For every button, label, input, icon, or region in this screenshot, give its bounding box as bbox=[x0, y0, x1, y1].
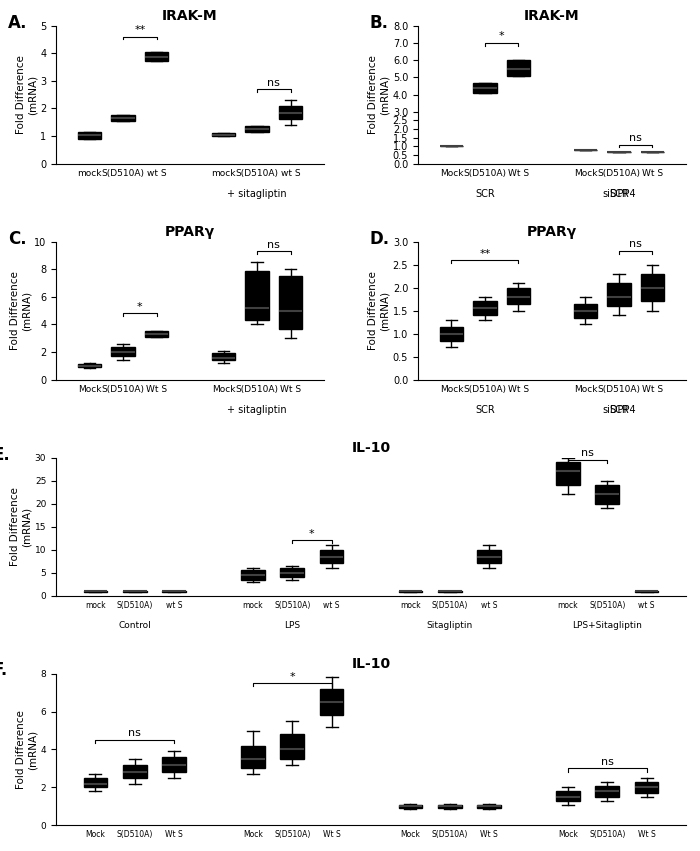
Text: LPS+Sitagliptin: LPS+Sitagliptin bbox=[573, 620, 642, 630]
Text: siDPP4: siDPP4 bbox=[602, 189, 636, 198]
PathPatch shape bbox=[507, 60, 530, 76]
PathPatch shape bbox=[440, 327, 463, 340]
Text: ns: ns bbox=[601, 757, 614, 767]
PathPatch shape bbox=[111, 116, 134, 121]
PathPatch shape bbox=[162, 757, 186, 773]
Y-axis label: Fold Difference
(mRNA): Fold Difference (mRNA) bbox=[368, 55, 390, 134]
Y-axis label: Fold Difference
(mRNA): Fold Difference (mRNA) bbox=[10, 487, 32, 566]
PathPatch shape bbox=[556, 462, 580, 485]
Text: ns: ns bbox=[629, 239, 642, 249]
PathPatch shape bbox=[83, 778, 107, 787]
Title: IRAK-M: IRAK-M bbox=[162, 9, 218, 23]
PathPatch shape bbox=[145, 52, 168, 61]
PathPatch shape bbox=[245, 271, 269, 320]
Y-axis label: Fold Difference
(mRNA): Fold Difference (mRNA) bbox=[15, 55, 37, 134]
PathPatch shape bbox=[145, 331, 168, 337]
Text: Control: Control bbox=[118, 620, 151, 630]
Text: ns: ns bbox=[267, 77, 280, 88]
PathPatch shape bbox=[556, 791, 580, 801]
Text: SCR: SCR bbox=[475, 404, 495, 414]
Y-axis label: Fold Difference
(mRNA): Fold Difference (mRNA) bbox=[368, 271, 390, 350]
Text: *: * bbox=[499, 31, 505, 42]
PathPatch shape bbox=[477, 804, 501, 808]
PathPatch shape bbox=[78, 132, 102, 139]
Y-axis label: Fold Difference
(mRNA): Fold Difference (mRNA) bbox=[16, 710, 38, 789]
Text: LPS: LPS bbox=[284, 620, 300, 630]
PathPatch shape bbox=[281, 568, 304, 577]
PathPatch shape bbox=[245, 126, 269, 132]
Text: F.: F. bbox=[0, 661, 8, 679]
Text: *: * bbox=[289, 671, 295, 682]
Title: PPARγ: PPARγ bbox=[527, 225, 577, 239]
PathPatch shape bbox=[281, 734, 304, 759]
Y-axis label: Fold Difference
(mRNA): Fold Difference (mRNA) bbox=[10, 271, 32, 350]
PathPatch shape bbox=[507, 288, 530, 304]
Text: *: * bbox=[137, 302, 143, 312]
Text: C.: C. bbox=[8, 231, 27, 248]
PathPatch shape bbox=[123, 765, 146, 778]
Text: A.: A. bbox=[8, 14, 27, 32]
PathPatch shape bbox=[241, 570, 265, 580]
Title: PPARγ: PPARγ bbox=[165, 225, 215, 239]
PathPatch shape bbox=[574, 304, 597, 317]
Text: ns: ns bbox=[267, 240, 280, 250]
PathPatch shape bbox=[279, 106, 302, 119]
PathPatch shape bbox=[111, 346, 134, 357]
Text: + sitagliptin: + sitagliptin bbox=[228, 189, 287, 198]
Text: **: ** bbox=[134, 26, 146, 35]
Title: IRAK-M: IRAK-M bbox=[524, 9, 580, 23]
Text: Sitagliptin: Sitagliptin bbox=[426, 620, 473, 630]
Title: IL-10: IL-10 bbox=[351, 657, 391, 671]
Text: D.: D. bbox=[370, 231, 390, 248]
PathPatch shape bbox=[473, 301, 497, 315]
Text: SCR: SCR bbox=[609, 189, 629, 198]
Text: SCR: SCR bbox=[609, 404, 629, 414]
Text: *: * bbox=[309, 529, 315, 539]
Text: B.: B. bbox=[370, 14, 389, 32]
PathPatch shape bbox=[473, 83, 497, 93]
PathPatch shape bbox=[635, 782, 659, 793]
Text: SCR: SCR bbox=[475, 189, 495, 198]
Text: ns: ns bbox=[128, 728, 141, 739]
PathPatch shape bbox=[438, 804, 461, 808]
PathPatch shape bbox=[477, 550, 501, 563]
PathPatch shape bbox=[596, 485, 619, 504]
PathPatch shape bbox=[212, 134, 235, 136]
PathPatch shape bbox=[640, 274, 664, 301]
PathPatch shape bbox=[241, 745, 265, 768]
PathPatch shape bbox=[608, 283, 631, 306]
Text: siDPP4: siDPP4 bbox=[602, 404, 636, 414]
Text: + sitagliptin: + sitagliptin bbox=[228, 404, 287, 414]
PathPatch shape bbox=[596, 785, 619, 797]
Text: E.: E. bbox=[0, 447, 10, 465]
Text: **: ** bbox=[480, 248, 491, 259]
PathPatch shape bbox=[320, 550, 344, 563]
PathPatch shape bbox=[212, 353, 235, 360]
PathPatch shape bbox=[78, 364, 102, 368]
PathPatch shape bbox=[320, 688, 344, 716]
Text: ns: ns bbox=[629, 134, 642, 143]
Title: IL-10: IL-10 bbox=[351, 441, 391, 455]
Text: ns: ns bbox=[581, 448, 594, 459]
PathPatch shape bbox=[398, 804, 422, 808]
PathPatch shape bbox=[279, 276, 302, 328]
